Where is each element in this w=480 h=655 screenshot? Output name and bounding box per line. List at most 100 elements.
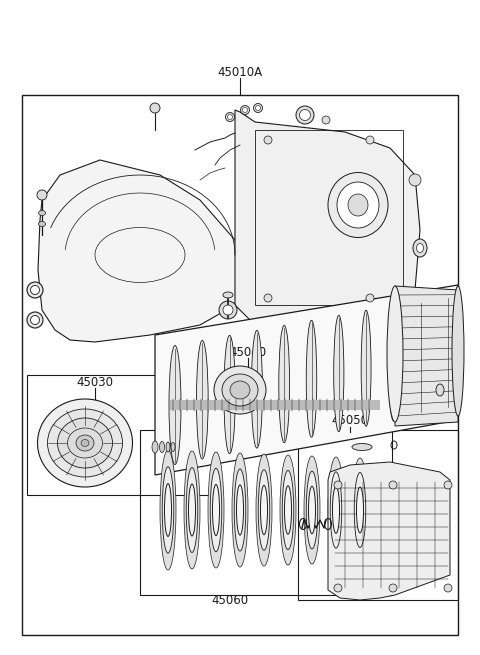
Ellipse shape [31,316,39,324]
Bar [298,430,458,600]
Ellipse shape [333,487,339,533]
Polygon shape [155,285,458,475]
Ellipse shape [444,584,452,592]
Ellipse shape [166,442,170,452]
Text: 45030: 45030 [76,375,113,388]
Ellipse shape [31,286,39,295]
Ellipse shape [306,320,317,437]
Ellipse shape [38,221,46,227]
Ellipse shape [58,418,112,468]
Text: 45050: 45050 [332,415,369,428]
Ellipse shape [348,194,368,216]
Ellipse shape [76,435,94,451]
Bar [22,95,458,635]
Ellipse shape [232,453,248,567]
Ellipse shape [330,472,342,548]
Ellipse shape [389,481,397,489]
Ellipse shape [337,182,379,228]
Ellipse shape [81,440,89,447]
Ellipse shape [213,485,219,536]
Ellipse shape [334,315,344,432]
Ellipse shape [210,468,222,552]
Ellipse shape [253,103,263,113]
Ellipse shape [48,409,122,477]
Ellipse shape [150,103,160,113]
Ellipse shape [196,341,208,459]
Text: 45010A: 45010A [217,66,263,79]
Ellipse shape [300,109,311,121]
Ellipse shape [222,374,258,406]
Ellipse shape [208,452,224,568]
Ellipse shape [68,428,103,458]
Ellipse shape [224,335,235,453]
Ellipse shape [242,107,248,113]
Ellipse shape [237,485,243,535]
Ellipse shape [189,484,195,536]
Ellipse shape [38,210,46,215]
Ellipse shape [258,470,270,550]
Ellipse shape [160,450,176,570]
Ellipse shape [282,470,294,550]
Ellipse shape [261,485,267,534]
Ellipse shape [328,172,388,238]
Ellipse shape [413,239,427,257]
Polygon shape [395,286,458,426]
Ellipse shape [416,300,425,415]
Ellipse shape [334,481,342,489]
Polygon shape [328,462,450,600]
Ellipse shape [409,174,421,186]
Ellipse shape [152,441,158,453]
Ellipse shape [352,458,368,562]
Ellipse shape [304,456,320,564]
Ellipse shape [184,451,200,569]
Ellipse shape [37,190,47,200]
Ellipse shape [366,136,374,144]
Ellipse shape [264,136,272,144]
Ellipse shape [219,301,237,319]
Ellipse shape [223,305,233,315]
Ellipse shape [452,286,464,416]
Polygon shape [235,110,420,325]
Ellipse shape [230,381,250,399]
Ellipse shape [280,455,296,565]
Ellipse shape [322,116,330,124]
Ellipse shape [214,366,266,414]
Ellipse shape [226,113,235,121]
Ellipse shape [436,384,444,396]
Ellipse shape [389,584,397,592]
Bar [140,430,392,595]
Ellipse shape [361,310,371,426]
Ellipse shape [228,115,232,119]
Ellipse shape [417,244,423,252]
Ellipse shape [306,471,318,549]
Ellipse shape [352,443,372,451]
Bar [27,375,217,495]
Ellipse shape [255,105,261,111]
Ellipse shape [256,454,272,566]
Ellipse shape [171,443,175,451]
Ellipse shape [444,481,452,489]
Ellipse shape [27,312,43,328]
Ellipse shape [252,330,263,448]
Ellipse shape [296,106,314,124]
Ellipse shape [309,486,315,534]
Ellipse shape [334,584,342,592]
Ellipse shape [240,105,250,115]
Ellipse shape [354,472,366,548]
Ellipse shape [389,305,398,421]
Ellipse shape [387,286,403,422]
Ellipse shape [165,483,171,536]
Ellipse shape [162,467,174,553]
Polygon shape [38,160,240,342]
Bar [255,130,403,305]
Ellipse shape [169,345,181,464]
Ellipse shape [27,282,43,298]
Ellipse shape [186,468,198,552]
Ellipse shape [264,294,272,302]
Ellipse shape [285,486,291,534]
Ellipse shape [279,326,289,443]
Ellipse shape [444,295,453,410]
Ellipse shape [328,457,344,563]
Ellipse shape [223,292,233,298]
Ellipse shape [366,294,374,302]
